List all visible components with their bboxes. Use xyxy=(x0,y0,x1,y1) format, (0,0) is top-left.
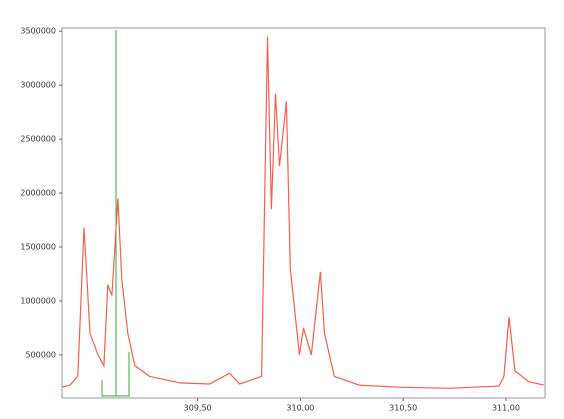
y-tick-label: 1000000 xyxy=(20,296,56,305)
y-tick-label: 500000 xyxy=(25,350,56,359)
y-tick-label: 2000000 xyxy=(20,189,56,198)
x-tick-label: 310,00 xyxy=(286,404,314,413)
y-tick-label: 3000000 xyxy=(20,81,56,90)
integration-bracket xyxy=(101,352,130,397)
x-tick-label: 309,50 xyxy=(184,404,212,413)
x-tick-label: 310,50 xyxy=(389,404,417,413)
x-tick-label: 311,00 xyxy=(492,404,520,413)
plot-frame xyxy=(61,27,546,399)
y-tick-label: 2500000 xyxy=(20,135,56,144)
y-tick-label: 3500000 xyxy=(20,27,56,36)
line xyxy=(61,36,544,389)
y-tick-label: 1500000 xyxy=(20,242,56,251)
